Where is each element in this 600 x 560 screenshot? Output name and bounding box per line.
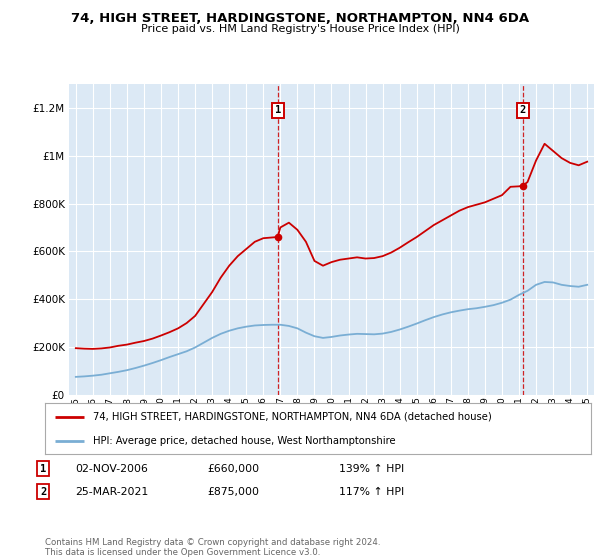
Text: Contains HM Land Registry data © Crown copyright and database right 2024.
This d: Contains HM Land Registry data © Crown c… — [45, 538, 380, 557]
Text: 2: 2 — [40, 487, 46, 497]
Text: 1: 1 — [275, 105, 281, 115]
Text: 2: 2 — [520, 105, 526, 115]
Text: 117% ↑ HPI: 117% ↑ HPI — [339, 487, 404, 497]
Text: £875,000: £875,000 — [207, 487, 259, 497]
Text: 74, HIGH STREET, HARDINGSTONE, NORTHAMPTON, NN4 6DA (detached house): 74, HIGH STREET, HARDINGSTONE, NORTHAMPT… — [92, 412, 491, 422]
Text: 1: 1 — [40, 464, 46, 474]
Text: 02-NOV-2006: 02-NOV-2006 — [75, 464, 148, 474]
Text: HPI: Average price, detached house, West Northamptonshire: HPI: Average price, detached house, West… — [92, 436, 395, 446]
Text: £660,000: £660,000 — [207, 464, 259, 474]
Text: Price paid vs. HM Land Registry's House Price Index (HPI): Price paid vs. HM Land Registry's House … — [140, 24, 460, 34]
Text: 74, HIGH STREET, HARDINGSTONE, NORTHAMPTON, NN4 6DA: 74, HIGH STREET, HARDINGSTONE, NORTHAMPT… — [71, 12, 529, 25]
Text: 25-MAR-2021: 25-MAR-2021 — [75, 487, 148, 497]
Text: 139% ↑ HPI: 139% ↑ HPI — [339, 464, 404, 474]
